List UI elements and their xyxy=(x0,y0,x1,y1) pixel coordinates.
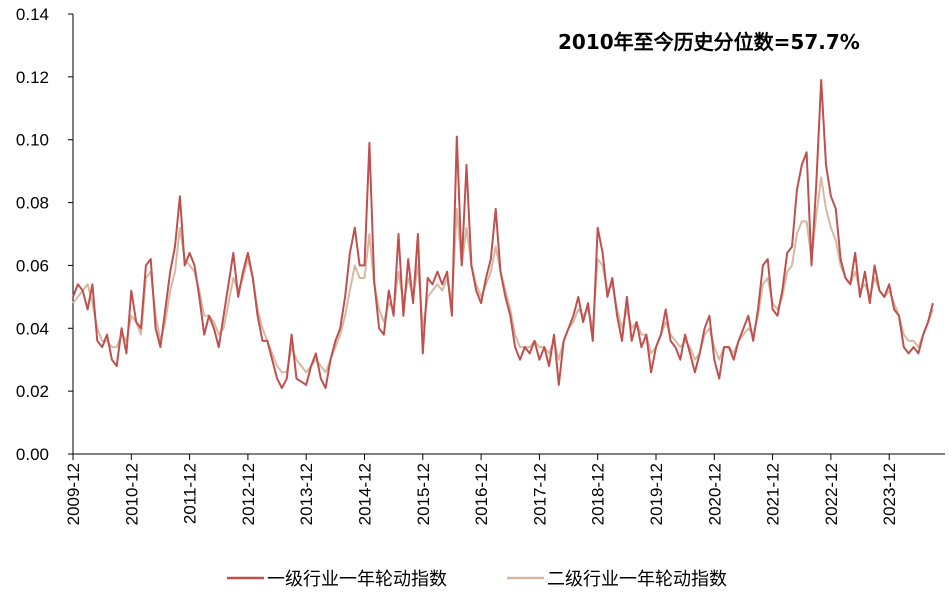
x-tick-label: 2014-12 xyxy=(356,463,375,525)
y-tick-label: 0.02 xyxy=(16,382,49,401)
x-tick-label: 2023-12 xyxy=(880,463,899,525)
series-line-1 xyxy=(72,79,934,389)
x-tick-label: 2020-12 xyxy=(705,463,724,525)
legend: 一级行业一年轮动指数 二级行业一年轮动指数 xyxy=(227,569,727,590)
y-tick-label: 0.04 xyxy=(16,319,49,338)
x-tick-label: 2013-12 xyxy=(297,463,316,525)
x-tick-label: 2017-12 xyxy=(530,463,549,525)
x-tick-label: 2012-12 xyxy=(239,463,258,525)
x-tick-label: 2022-12 xyxy=(822,463,841,525)
series-line-2 xyxy=(72,176,934,374)
y-tick-label: 0.00 xyxy=(16,445,49,464)
x-tick-label: 2021-12 xyxy=(764,463,783,525)
x-tick-label: 2018-12 xyxy=(589,463,608,525)
series-layer xyxy=(72,79,934,389)
x-tick-label: 2016-12 xyxy=(472,463,491,525)
x-tick-label: 2015-12 xyxy=(414,463,433,525)
x-tick-label: 2011-12 xyxy=(181,463,200,524)
y-tick-label: 0.08 xyxy=(16,194,49,213)
x-tick-label: 2019-12 xyxy=(647,463,666,525)
x-tick-label: 2010-12 xyxy=(122,463,141,525)
chart-axes xyxy=(72,14,945,455)
y-tick-label: 0.12 xyxy=(16,68,49,87)
y-tick-label: 0.14 xyxy=(16,5,49,24)
y-tick-label: 0.10 xyxy=(16,131,49,150)
x-tick-label: 2009-12 xyxy=(64,463,83,525)
y-axis-ticks: 0.00 0.02 0.04 0.06 0.08 0.10 0.12 0.14 xyxy=(16,5,73,464)
legend-label-series-2: 二级行业一年轮动指数 xyxy=(547,569,727,590)
x-axis-ticks: 2009-12 2010-12 2011-12 2012-12 2013-12 2014-… xyxy=(64,454,899,525)
y-tick-label: 0.06 xyxy=(16,256,49,275)
percentile-annotation: 2010年至今历史分位数=57.7% xyxy=(558,30,860,54)
legend-label-series-1: 一级行业一年轮动指数 xyxy=(267,569,447,590)
